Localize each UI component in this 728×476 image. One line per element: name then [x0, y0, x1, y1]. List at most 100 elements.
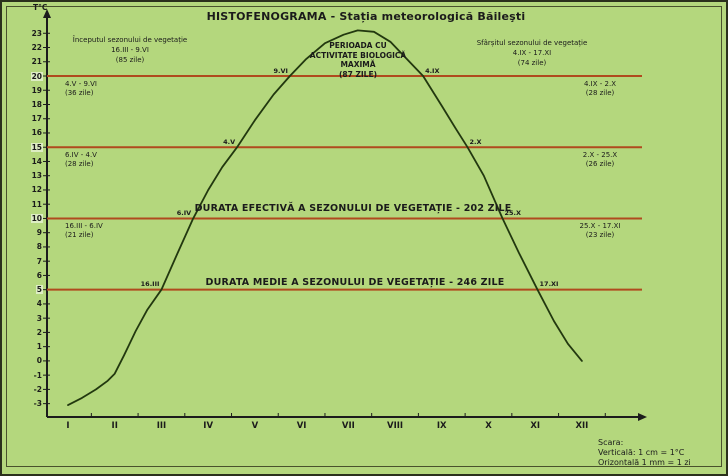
y-tick-label: 13 [12, 171, 43, 180]
x-month-label: III [156, 421, 167, 431]
y-tick-value: 10 [30, 213, 43, 223]
range-text: 4.V - 9.VI [65, 80, 97, 88]
y-tick-label: 19 [12, 86, 43, 95]
x-month-label: II [111, 421, 118, 431]
y-tick-value: 9 [36, 228, 42, 238]
crossing-date-label: 25.X [504, 208, 522, 217]
mean-duration-label: DURATA MEDIE A SEZONULUI DE VEGETAȚIE - … [205, 277, 505, 288]
y-tick-label: 0 [12, 356, 43, 365]
x-month-label: XII [575, 421, 589, 431]
y-tick-value: 3 [36, 313, 42, 323]
y-tick-label: 22 [12, 43, 43, 52]
season-end-annotation: Sfârșitul sezonului de vegetație 4.IX - … [461, 38, 603, 68]
scale-note-vertical: Verticală: 1 cm = 1°C [598, 448, 685, 457]
range-text: 4.IX - 2.X [584, 80, 616, 88]
x-month-label: V [251, 421, 259, 431]
y-tick-value: 0 [36, 356, 42, 366]
y-tick-value: 18 [31, 99, 42, 109]
y-tick-value: 13 [31, 171, 42, 181]
season-end-range: 4.IX - 17.XI [512, 49, 552, 57]
effective-duration-label: DURATA EFECTIVĂ A SEZONULUI DE VEGETAȚIE… [194, 203, 512, 214]
y-tick-value: 4 [36, 299, 42, 309]
y-tick-label: 18 [12, 100, 43, 109]
y-tick-label: 14 [12, 157, 43, 166]
y-tick-value: 8 [36, 242, 42, 252]
y-tick-value: 16 [31, 128, 42, 138]
y-tick-value: 11 [31, 199, 42, 209]
y-tick-label: -3 [12, 399, 43, 408]
y-tick-value: 19 [31, 85, 42, 95]
y-tick-value: 12 [31, 185, 42, 195]
range-annotation-right: 25.X - 17.XI (23 zile) [554, 222, 646, 240]
range-text: (36 zile) [65, 89, 94, 97]
y-tick-value: -3 [33, 399, 42, 409]
y-tick-value: -2 [33, 384, 42, 394]
range-annotation-left: 16.III - 6.IV (21 zile) [65, 222, 103, 240]
y-tick-value: 2 [36, 327, 42, 337]
y-tick-label: 23 [12, 29, 43, 38]
season-end-days: (74 zile) [517, 59, 547, 67]
x-month-label: IV [203, 421, 214, 431]
y-tick-label: 12 [12, 185, 43, 194]
range-text: (21 zile) [65, 231, 94, 240]
y-tick-label: 3 [12, 314, 43, 323]
y-tick-label: 1 [12, 342, 43, 351]
y-tick-label: 5 [12, 285, 43, 295]
x-month-label: XI [530, 421, 541, 431]
y-tick-value: 17 [31, 114, 42, 124]
y-tick-label: 11 [12, 200, 43, 209]
y-tick-label: 9 [12, 228, 43, 237]
y-tick-value: 15 [30, 142, 43, 152]
season-start-annotation: Începutul sezonului de vegetație 16.III … [59, 35, 201, 65]
range-text: (26 zile) [585, 160, 615, 169]
scale-note-title: Scara: [598, 438, 624, 447]
y-tick-label: 17 [12, 114, 43, 123]
y-tick-label: 10 [12, 213, 43, 223]
temperature-curve [67, 29, 583, 407]
range-annotation-right: 4.IX - 2.X (28 zile) [554, 80, 646, 98]
y-tick-label: 16 [12, 128, 43, 137]
y-tick-label: 7 [12, 257, 43, 266]
range-text: (28 zile) [65, 160, 94, 169]
x-axis-arrow [638, 413, 647, 421]
range-annotation-left: 6.IV - 4.V (28 zile) [65, 151, 97, 169]
x-month-label: I [66, 421, 70, 431]
range-text: (28 zile) [585, 89, 615, 97]
y-tick-label: -2 [12, 385, 43, 394]
y-tick-value: 1 [36, 342, 42, 352]
x-month-label: IX [436, 421, 447, 431]
range-text: 25.X - 17.XI [579, 222, 621, 231]
y-tick-label: 4 [12, 299, 43, 308]
y-tick-value: 6 [36, 270, 42, 280]
y-tick-value: -1 [33, 370, 42, 380]
y-tick-value: 7 [36, 256, 42, 266]
y-tick-value: 22 [31, 43, 42, 52]
y-tick-label: -1 [12, 371, 43, 380]
range-text: 6.IV - 4.V [65, 151, 97, 160]
season-start-days: (85 zile) [115, 56, 145, 64]
crossing-date-label: 6.IV [176, 208, 192, 217]
season-start-text: Începutul sezonului de vegetație [72, 36, 188, 44]
range-text: 2.X - 25.X [582, 151, 618, 160]
x-month-label: X [485, 421, 492, 431]
y-tick-label: 20 [12, 71, 43, 81]
range-text: 16.III - 6.IV [65, 222, 103, 231]
crossing-date-label: 16.III [140, 280, 160, 289]
chart-title: HISTOFENOGRAMA - Stația meteorologică Bă… [206, 10, 526, 23]
peak-activity-annotation: PERIOADA CU ACTIVITATE BIOLOGICĂ MAXIMĂ … [309, 41, 407, 79]
y-tick-value: 5 [35, 285, 43, 295]
y-tick-label: 6 [12, 271, 43, 280]
x-month-label: VIII [386, 421, 404, 431]
range-annotation-left: 4.V - 9.VI (36 zile) [65, 80, 97, 98]
y-tick-value: 23 [31, 28, 42, 38]
crossing-date-label: 2.X [469, 137, 482, 146]
y-tick-label: 2 [12, 328, 43, 337]
crossing-date-label: 17.XI [539, 280, 559, 289]
scale-note: Scara: Verticală: 1 cm = 1°C Orizontală … [598, 438, 691, 468]
y-axis-label: T°C [33, 3, 48, 12]
y-tick-label: 15 [12, 142, 43, 152]
y-tick-label: 8 [12, 242, 43, 251]
y-tick-label: 21 [12, 57, 43, 66]
crossing-date-label: 4.V [223, 137, 236, 146]
